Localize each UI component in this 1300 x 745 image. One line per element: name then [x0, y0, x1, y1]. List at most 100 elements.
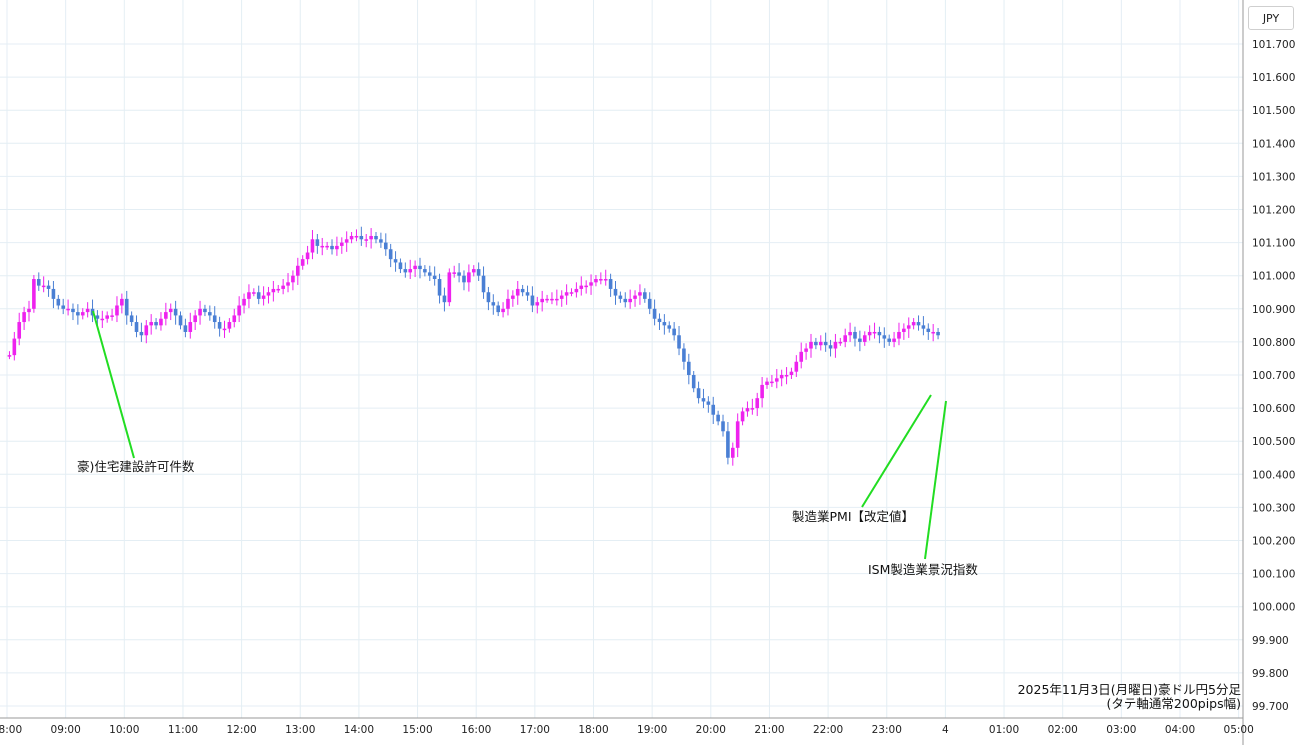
candle-body	[838, 341, 843, 344]
candle-body	[393, 259, 398, 263]
annotation-leader-line	[92, 310, 135, 459]
candle-body	[667, 325, 672, 329]
y-tick-label: 101.300	[1252, 171, 1295, 183]
x-tick-label: 01:00	[989, 724, 1019, 736]
candle-body	[164, 312, 168, 319]
candlestick-series	[7, 226, 940, 466]
candle-body	[310, 239, 315, 253]
annotation-manufacturing-pmi: 製造業PMI【改定値】	[792, 509, 914, 524]
candle-body	[545, 298, 549, 301]
candle-body	[139, 331, 144, 336]
candle-body	[315, 239, 320, 246]
annotation-leader-line	[861, 394, 932, 508]
candle-body	[271, 288, 276, 293]
y-tick-label: 101.400	[1252, 138, 1295, 150]
candle-body	[745, 408, 750, 412]
candle-body	[555, 298, 559, 301]
y-tick-label: 100.800	[1252, 337, 1295, 349]
y-tick-label: 100.100	[1252, 569, 1295, 581]
candle-body	[530, 295, 535, 306]
candle-body	[408, 269, 413, 273]
candle-body	[212, 315, 217, 323]
candle-body	[105, 315, 109, 319]
candle-body	[266, 292, 271, 296]
candle-body	[208, 312, 212, 316]
candle-body	[388, 249, 393, 260]
x-tick-label: 09:00	[51, 724, 81, 736]
candle-body	[437, 279, 442, 296]
candle-body	[926, 328, 931, 332]
candle-body	[721, 421, 725, 432]
candle-body	[662, 322, 667, 326]
candle-body	[550, 298, 554, 301]
candle-body	[427, 272, 432, 276]
candle-body	[36, 279, 41, 286]
candle-body	[809, 341, 813, 349]
candle-body	[520, 288, 525, 293]
candle-body	[305, 252, 310, 260]
candle-body	[496, 305, 500, 313]
candle-body	[100, 318, 105, 321]
candle-body	[916, 322, 921, 326]
candle-body	[691, 375, 696, 389]
candle-body	[237, 305, 241, 316]
candle-body	[442, 295, 447, 303]
candle-body	[770, 381, 774, 384]
candle-body	[848, 331, 852, 336]
candle-body	[755, 398, 760, 409]
x-tick-label: 05:00	[1224, 724, 1254, 736]
candle-body	[652, 308, 657, 319]
candle-body	[198, 308, 202, 316]
candle-body	[701, 398, 706, 402]
annotation-leader-line	[924, 400, 947, 560]
candle-body	[774, 378, 779, 382]
candle-body	[51, 288, 56, 299]
x-tick-label: 22:00	[813, 724, 843, 736]
candle-body	[740, 411, 745, 422]
candle-body	[173, 308, 178, 316]
currency-selector[interactable]: JPY	[1248, 6, 1294, 30]
candle-body	[506, 298, 510, 309]
candle-body	[501, 308, 505, 313]
y-tick-label: 100.300	[1252, 502, 1295, 514]
candle-body	[564, 292, 569, 296]
chart-caption-line1: 2025年11月3日(月曜日)豪ドル円5分足	[1018, 682, 1242, 697]
candle-body	[291, 275, 295, 283]
candle-body	[858, 338, 862, 342]
candle-body	[735, 421, 740, 448]
candle-body	[252, 292, 256, 294]
candle-body	[711, 404, 716, 415]
candle-body	[799, 351, 804, 362]
y-tick-label: 100.500	[1252, 436, 1295, 448]
candle-body	[696, 388, 701, 399]
candle-body	[129, 315, 134, 323]
currency-label: JPY	[1262, 11, 1280, 25]
candle-body	[618, 295, 623, 299]
x-tick-label: 21:00	[754, 724, 784, 736]
candle-body	[7, 355, 12, 357]
candle-body	[80, 312, 85, 316]
candle-body	[613, 288, 618, 296]
candle-body	[320, 245, 325, 248]
annotation-building-permits: 豪)住宅建設許可件数	[77, 459, 195, 474]
candle-body	[892, 338, 896, 342]
candle-body	[559, 295, 564, 299]
candle-body	[726, 431, 730, 458]
candle-body	[730, 447, 735, 458]
candle-body	[398, 262, 403, 270]
candle-body	[296, 265, 300, 276]
x-tick-label: 10:00	[109, 724, 139, 736]
candle-body	[403, 269, 408, 273]
candle-body	[149, 322, 153, 326]
x-tick-label: 20:00	[696, 724, 726, 736]
candle-body	[222, 328, 227, 331]
x-tick-label: 11:00	[168, 724, 198, 736]
candle-body	[843, 335, 848, 342]
candle-body	[471, 269, 476, 273]
candle-body	[804, 348, 808, 352]
candle-body	[27, 308, 31, 313]
candle-body	[261, 295, 266, 299]
candle-body	[936, 331, 940, 336]
y-tick-label: 99.700	[1252, 701, 1289, 713]
x-tick-label: 03:00	[1106, 724, 1136, 736]
